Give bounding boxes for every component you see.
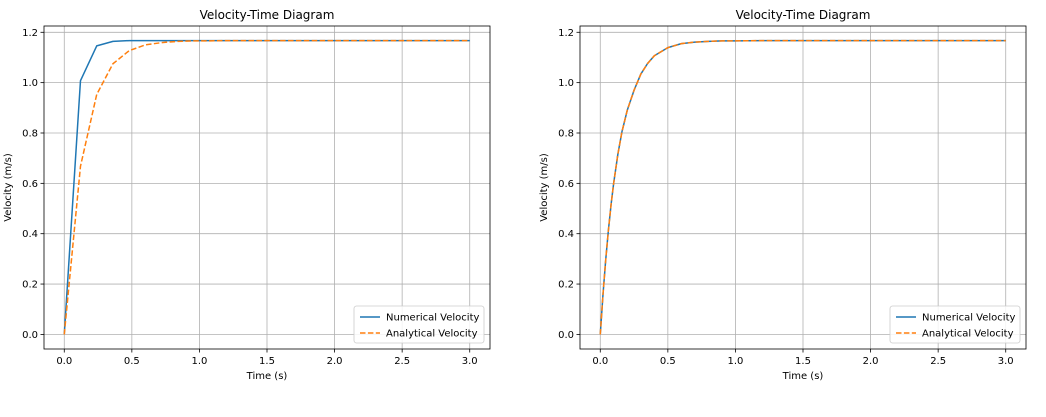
x-tick-label: 1.0 [727, 356, 743, 367]
x-tick-label: 0.5 [660, 356, 676, 367]
y-tick-label: 0.6 [22, 179, 38, 190]
x-tick-label: 1.5 [795, 356, 811, 367]
x-tick-label: 3.0 [998, 356, 1014, 367]
x-tick-label: 2.0 [327, 356, 343, 367]
y-tick-label: 0.0 [558, 330, 574, 341]
x-axis-label: Time (s) [246, 371, 288, 382]
chart-title: Velocity-Time Diagram [736, 8, 871, 22]
legend-label: Numerical Velocity [922, 313, 1015, 324]
y-tick-label: 1.0 [558, 78, 574, 89]
x-tick-label: 0.0 [56, 356, 72, 367]
x-tick-label: 0.0 [592, 356, 608, 367]
legend-label: Analytical Velocity [386, 329, 478, 340]
series-line-analytical-velocity [599, 39, 1006, 335]
x-axis-label: Time (s) [782, 371, 824, 382]
y-axis-label: Velocity (m/s) [3, 153, 14, 222]
legend: Numerical Velocity Analytical Velocity [889, 305, 1021, 344]
y-tick-label: 0.8 [22, 128, 38, 139]
y-tick-label: 1.2 [22, 28, 38, 39]
x-tick-label: 0.5 [124, 356, 140, 367]
y-tick-label: 0.8 [558, 128, 574, 139]
y-tick-label: 0.6 [558, 179, 574, 190]
y-tick-label: 1.2 [558, 28, 574, 39]
x-tick-label: 1.5 [259, 356, 275, 367]
series-line-analytical-velocity [63, 39, 470, 335]
x-tick-label: 2.0 [863, 356, 879, 367]
legend-label: Numerical Velocity [386, 313, 479, 324]
chart-panel-1: 0.0 0.5 1.0 1.5 2.0 2.5 3.0 0.0 0.2 0.4 0.6 0.8 1.0 1… [3, 8, 491, 382]
y-tick-label: 1.0 [22, 78, 38, 89]
x-tick-label: 1.0 [191, 356, 207, 367]
x-tick-label: 2.5 [394, 356, 410, 367]
x-tick-label: 2.5 [930, 356, 946, 367]
legend-box [353, 305, 485, 344]
legend-box [889, 305, 1021, 344]
chart-panel-2: 0.0 0.5 1.0 1.5 2.0 2.5 3.0 0.0 0.2 0.4 0.6 0.8 1.0 1… [539, 8, 1027, 382]
y-tick-label: 0.4 [558, 229, 574, 240]
y-axis-label: Velocity (m/s) [539, 153, 550, 222]
y-tick-label: 0.4 [22, 229, 38, 240]
legend-label: Analytical Velocity [922, 329, 1014, 340]
x-tick-label: 3.0 [462, 356, 478, 367]
y-tick-label: 0.2 [558, 280, 574, 291]
legend: Numerical Velocity Analytical Velocity [353, 305, 485, 344]
chart-title: Velocity-Time Diagram [200, 8, 335, 22]
y-tick-label: 0.2 [22, 280, 38, 291]
y-tick-label: 0.0 [22, 330, 38, 341]
